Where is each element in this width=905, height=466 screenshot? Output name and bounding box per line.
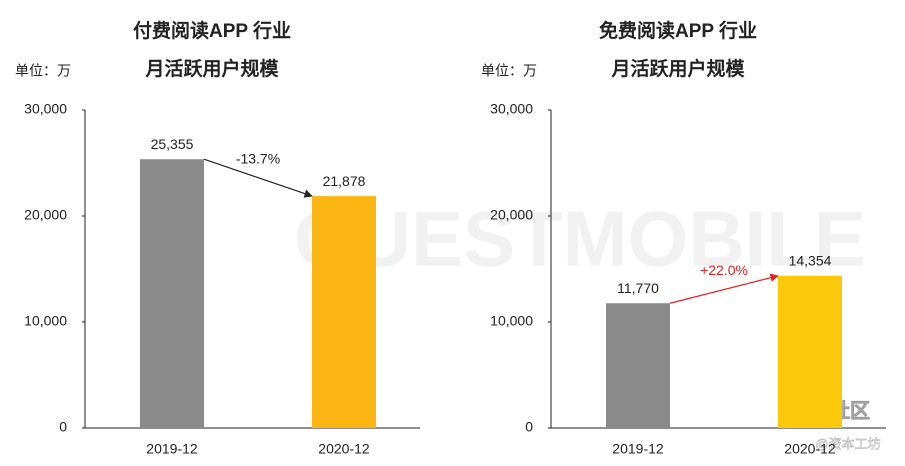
chart-title: 付费阅读APP 行业 [133,19,291,42]
y-tick-label: 20,000 [24,207,67,223]
unit-label: 单位：万 [481,63,537,79]
change-label: +22.0% [700,262,748,278]
change-arrow [669,273,779,304]
x-tick-label: 2019-12 [146,441,198,457]
value-label: 14,354 [789,253,832,269]
chart-subtitle: 月活跃用户规模 [144,57,279,80]
value-label: 21,878 [323,173,366,189]
y-tick-label: 10,000 [24,313,67,329]
change-arrow [203,158,313,198]
bar [778,275,842,428]
y-tick-label: 30,000 [24,101,67,117]
y-tick-label: 20,000 [490,207,533,223]
value-label: 11,770 [617,280,659,296]
value-label: 25,355 [151,136,194,152]
bar [312,196,376,428]
unit-label: 单位：万 [15,63,71,79]
x-tick-label: 2019-12 [612,441,664,457]
x-tick-label: 2020-12 [318,441,370,457]
y-tick-label: 0 [525,419,533,435]
watermark-brand: QUESTMOBILE [294,195,866,283]
bar [140,159,204,428]
bar [606,303,670,428]
watermark-source: @资本工坊 [815,436,880,451]
change-label: -13.7% [236,150,280,166]
chart-title: 免费阅读APP 行业 [599,19,757,42]
x-tick-label: 2020-12 [784,441,836,457]
y-tick-label: 10,000 [490,313,533,329]
y-tick-label: 0 [59,419,67,435]
chart-subtitle: 月活跃用户规模 [610,57,745,80]
y-tick-label: 30,000 [490,101,533,117]
